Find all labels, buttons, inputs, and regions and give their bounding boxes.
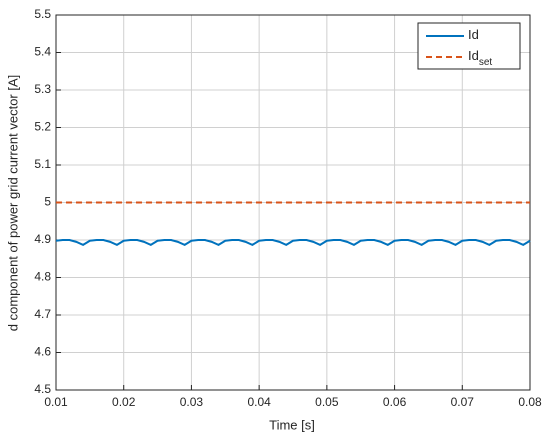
y-tick-label: 5.5 (34, 7, 51, 21)
y-tick-label: 5.3 (34, 82, 51, 96)
legend-label-main: Id (468, 27, 479, 42)
y-tick-label: 5.1 (34, 157, 51, 171)
x-tick-label: 0.03 (180, 395, 204, 409)
y-tick-label: 5.2 (34, 120, 51, 134)
legend-label: Id (468, 27, 479, 42)
y-tick-label: 5.4 (34, 45, 51, 59)
legend-label: Idset (468, 48, 492, 67)
x-tick-label: 0.04 (247, 395, 271, 409)
y-tick-label: 4.7 (34, 307, 51, 321)
data-line (55, 239, 531, 247)
x-tick-label: 0.08 (518, 395, 542, 409)
legend-label-subscript: set (479, 57, 493, 68)
x-tick-label: 0.07 (451, 395, 475, 409)
x-axis-label: Time [s] (269, 417, 315, 432)
y-tick-label: 4.6 (34, 345, 51, 359)
x-tick-label: 0.01 (44, 395, 68, 409)
y-tick-label: 4.5 (34, 382, 51, 396)
y-axis-label: d component of power grid current vector… (5, 75, 20, 332)
y-tick-label: 4.9 (34, 232, 51, 246)
x-tick-label: 0.06 (383, 395, 407, 409)
y-tick-label: 5 (44, 195, 51, 209)
x-tick-label: 0.02 (112, 395, 136, 409)
legend-label-main: Id (468, 48, 479, 63)
legend-box (417, 22, 521, 70)
y-tick-label: 4.8 (34, 270, 51, 284)
x-tick-label: 0.05 (315, 395, 339, 409)
